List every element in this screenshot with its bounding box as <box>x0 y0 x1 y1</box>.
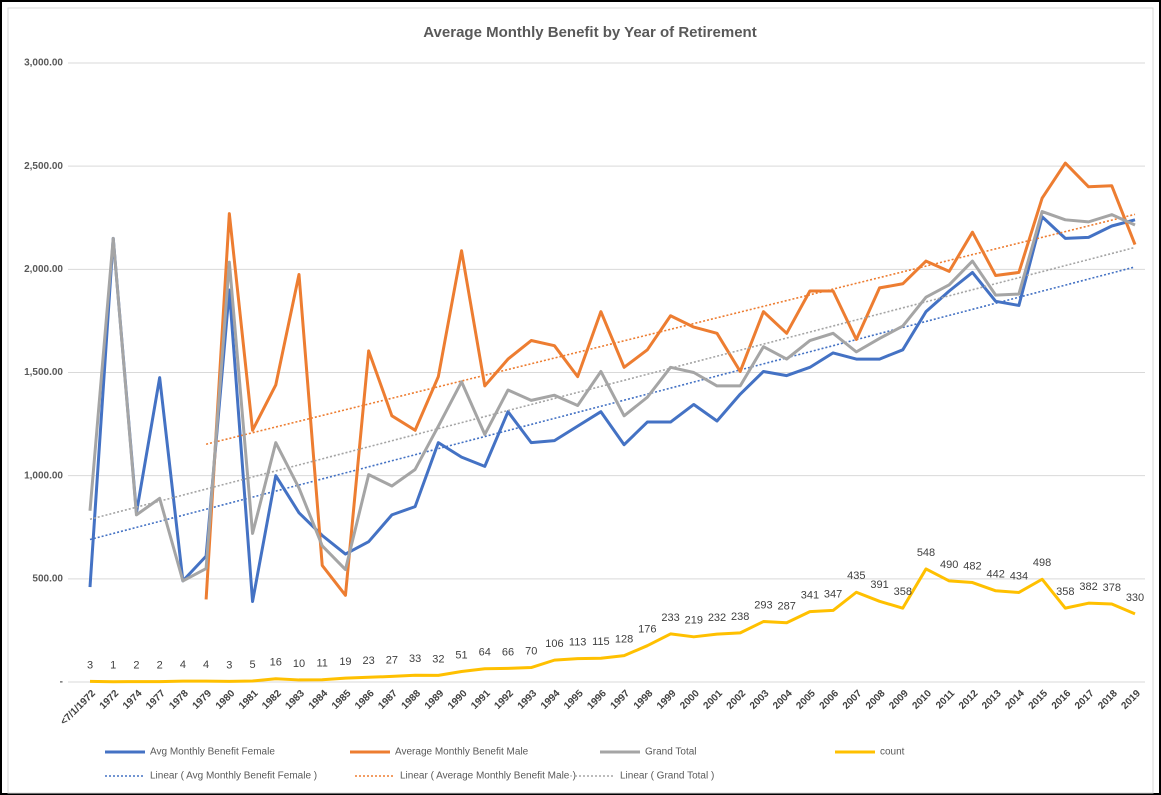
trendline <box>205 213 1136 445</box>
data-label: 10 <box>293 658 305 670</box>
data-label: 330 <box>1126 592 1144 604</box>
data-label: 32 <box>432 653 444 665</box>
data-label: 341 <box>801 590 819 602</box>
y-tick-label: 500.00 <box>32 573 63 584</box>
y-tick-label: 2,000.00 <box>24 264 63 275</box>
data-label: 287 <box>777 601 795 613</box>
legend-label: count <box>880 747 905 758</box>
data-label: 382 <box>1079 581 1097 593</box>
legend-label: Linear ( Grand Total ) <box>620 771 714 782</box>
series-line <box>89 567 1136 684</box>
data-label: 4 <box>203 659 209 671</box>
data-label: 4 <box>180 659 186 671</box>
data-label: 498 <box>1033 557 1051 569</box>
data-label: 1 <box>110 660 116 672</box>
data-label: 70 <box>525 645 537 657</box>
data-label: 106 <box>545 638 563 650</box>
data-label: 482 <box>963 560 981 572</box>
data-label: 434 <box>1010 570 1028 582</box>
data-label: 2 <box>157 659 163 671</box>
data-label: 3 <box>226 659 232 671</box>
data-label: 64 <box>479 647 491 659</box>
y-tick-label: 3,000.00 <box>24 58 63 69</box>
data-label: 5 <box>249 659 255 671</box>
legend-label: Average Monthly Benefit Male <box>395 747 529 758</box>
data-label: 51 <box>455 649 467 661</box>
series-line <box>204 161 1137 600</box>
data-label: 378 <box>1103 582 1121 594</box>
series-line <box>88 215 1136 604</box>
data-label: 358 <box>894 586 912 598</box>
data-label: 176 <box>638 624 656 636</box>
data-label: 11 <box>317 658 328 670</box>
data-label: 548 <box>917 547 935 559</box>
data-label: 19 <box>339 656 351 668</box>
y-tick-label: 1,500.00 <box>24 367 63 378</box>
data-label: 33 <box>409 653 421 665</box>
data-label: 358 <box>1056 586 1074 598</box>
data-label: 27 <box>386 654 398 666</box>
data-label: 2 <box>133 659 139 671</box>
chart-area <box>7 7 1154 794</box>
data-label: 238 <box>731 611 749 623</box>
data-label: 347 <box>824 588 842 600</box>
y-tick-label: 1,000.00 <box>24 470 63 481</box>
data-label: 233 <box>661 612 679 624</box>
legend-label: Grand Total <box>645 747 697 758</box>
legend-label: Avg Monthly Benefit Female <box>150 747 275 758</box>
data-label: 219 <box>685 615 703 627</box>
data-label: 232 <box>708 612 726 624</box>
chart-title: Average Monthly Benefit by Year of Retir… <box>423 24 756 41</box>
data-label: 115 <box>592 636 610 648</box>
data-label: 293 <box>754 599 772 611</box>
legend-label: Linear ( Avg Monthly Benefit Female ) <box>150 771 317 782</box>
series-line <box>88 210 1136 583</box>
y-tick-label: - <box>60 677 63 688</box>
data-label: 66 <box>502 646 514 658</box>
data-label: 391 <box>870 579 888 591</box>
data-label: 3 <box>87 659 93 671</box>
data-label: 128 <box>615 633 633 645</box>
data-label: 113 <box>569 637 587 649</box>
data-label: 23 <box>363 655 375 667</box>
legend-label: Linear ( Average Monthly Benefit Male·) <box>400 771 576 782</box>
y-tick-label: 2,500.00 <box>24 161 63 172</box>
data-label: 442 <box>986 569 1004 581</box>
data-label: 435 <box>847 570 865 582</box>
data-label: 16 <box>270 657 282 669</box>
data-label: 490 <box>940 559 958 571</box>
